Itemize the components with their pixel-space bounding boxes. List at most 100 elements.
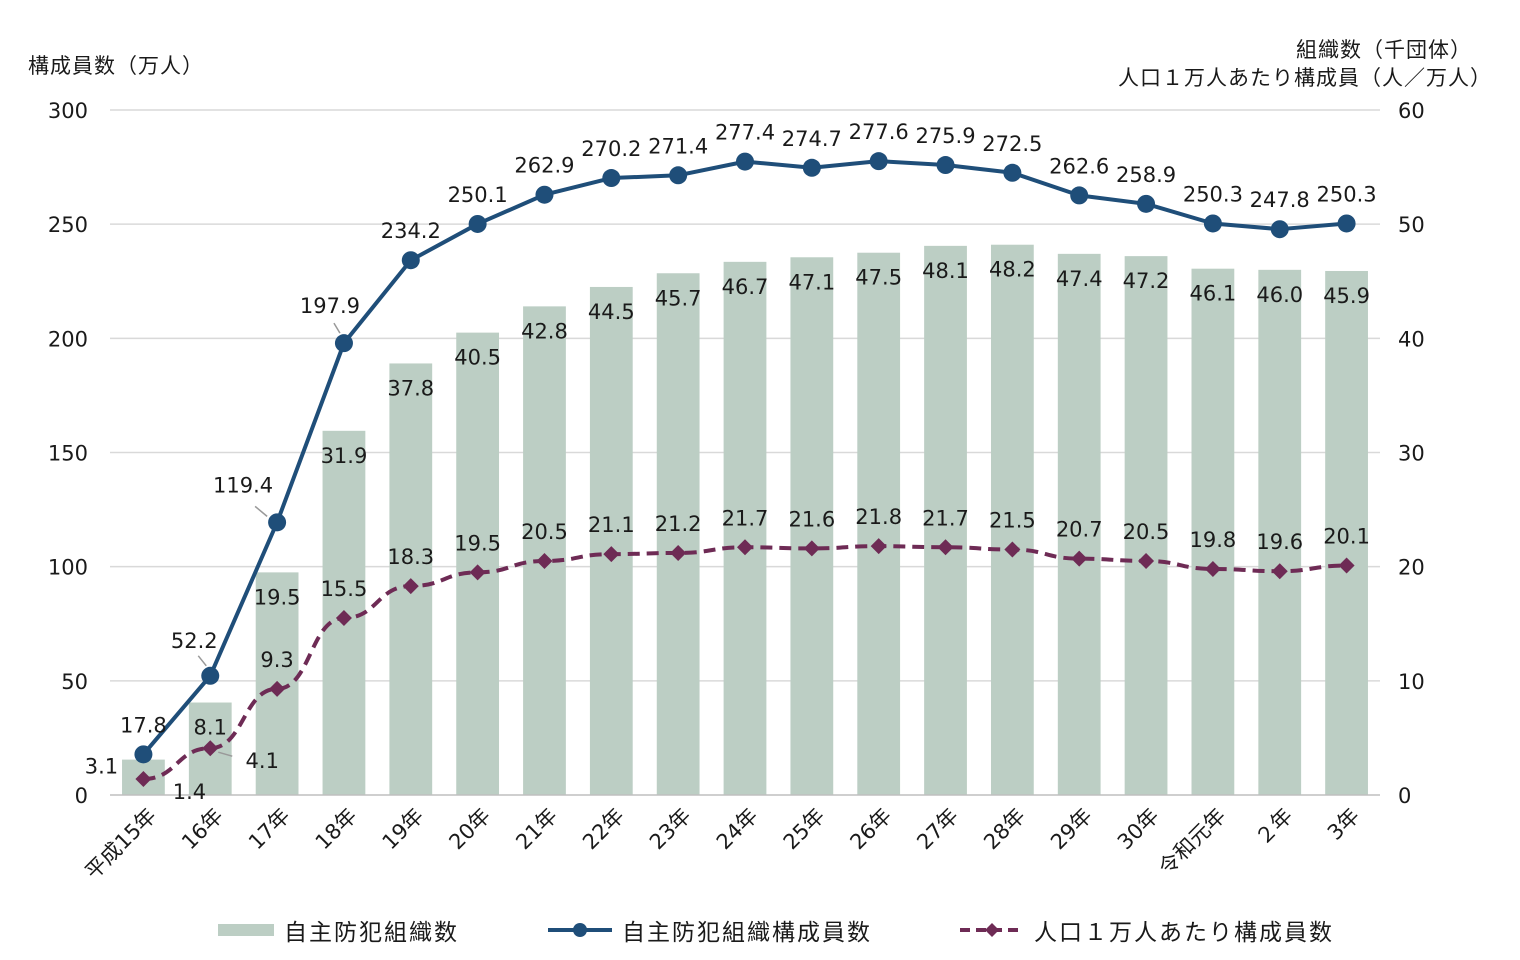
leader-line [333, 322, 341, 334]
members-point [1337, 214, 1356, 233]
left-tick-label: 200 [48, 327, 88, 351]
members-value-label: 250.1 [448, 183, 508, 207]
per-capita-point [1138, 552, 1155, 569]
bar [1124, 256, 1168, 796]
members-point [134, 745, 153, 764]
bar-value-label: 46.1 [1190, 282, 1237, 306]
per-capita-point [269, 680, 286, 697]
per-capita-point [536, 552, 553, 569]
per-capita-value-label: 21.7 [722, 506, 769, 530]
members-value-label: 234.2 [381, 219, 441, 243]
legend-swatch-dashed-line [960, 923, 1024, 937]
bar [1258, 269, 1302, 795]
members-point [334, 334, 353, 353]
x-tick-label: 20年 [444, 804, 495, 855]
bar-value-label: 31.9 [321, 444, 368, 468]
per-capita-value-label: 19.5 [454, 531, 501, 555]
members-value-label: 197.9 [300, 294, 360, 318]
members-value-label: 119.4 [213, 473, 273, 497]
per-capita-value-label: 19.8 [1190, 528, 1237, 552]
left-tick-label: 50 [61, 670, 88, 694]
bar-value-label: 48.2 [989, 258, 1036, 282]
x-tick-label: 18年 [311, 804, 362, 855]
bar-series-organizations [122, 244, 1368, 796]
members-value-label: 52.2 [171, 629, 218, 653]
per-capita-point [1338, 557, 1355, 574]
per-capita-point [670, 544, 687, 561]
members-value-label: 272.5 [982, 132, 1042, 156]
right-tick-label: 60 [1398, 99, 1425, 123]
bar [990, 244, 1034, 795]
per-capita-point [1204, 560, 1221, 577]
members-value-label: 250.3 [1317, 182, 1377, 206]
right-tick-label: 10 [1398, 670, 1425, 694]
per-capita-point [737, 539, 753, 556]
members-value-label: 262.9 [514, 154, 574, 178]
x-tick-label: 30年 [1113, 804, 1164, 855]
per-capita-value-label: 9.3 [260, 648, 293, 672]
members-point [268, 513, 287, 532]
right-tick-label: 20 [1398, 556, 1425, 580]
bar-value-label: 47.5 [855, 266, 902, 290]
members-point [1003, 163, 1022, 182]
bar [790, 257, 834, 795]
bar-value-label: 3.1 [85, 755, 118, 779]
per-capita-value-label: 20.5 [1123, 520, 1170, 544]
members-point [201, 666, 220, 685]
per-capita-value-label: 21.6 [788, 507, 835, 531]
per-capita-value-label: 18.3 [387, 545, 434, 569]
per-capita-point [1071, 550, 1088, 567]
per-capita-value-label: 20.5 [521, 520, 568, 544]
members-point [669, 166, 688, 185]
legend-label: 自主防犯組織数 [284, 920, 459, 946]
members-point [468, 214, 487, 233]
members-value-label: 271.4 [648, 134, 708, 158]
x-tick-label: 28年 [979, 804, 1030, 855]
bar-value-label: 42.8 [521, 319, 568, 343]
members-point [1270, 220, 1289, 239]
per-capita-point [803, 540, 820, 557]
members-point [869, 152, 888, 171]
bar [857, 252, 901, 796]
right-tick-label: 30 [1398, 442, 1425, 466]
per-capita-value-label: 20.7 [1056, 518, 1103, 542]
bar-value-label: 47.2 [1123, 269, 1170, 293]
x-tick-label: ２年 [1251, 804, 1298, 851]
x-tick-label: 19年 [378, 804, 429, 855]
bar [1057, 253, 1101, 796]
x-tick-label: 16年 [177, 804, 228, 855]
bar-value-label: 40.5 [454, 346, 501, 370]
x-tick-label: 21年 [511, 804, 562, 855]
left-axis-title: 構成員数（万人） [28, 54, 204, 78]
members-point [736, 152, 754, 171]
per-capita-point [202, 740, 219, 757]
per-capita-value-label: 21.8 [855, 505, 902, 529]
bar-value-label: 46.0 [1256, 283, 1303, 307]
bar [723, 261, 767, 795]
members-value-label: 17.8 [120, 713, 167, 737]
bar-value-label: 47.4 [1056, 267, 1103, 291]
leader-line [254, 505, 268, 517]
bar [456, 332, 500, 795]
members-point [1070, 186, 1089, 205]
members-value-label: 275.9 [915, 124, 975, 148]
right-tick-label: 0 [1398, 784, 1411, 808]
left-tick-label: 100 [48, 556, 88, 580]
per-capita-point [1271, 563, 1288, 580]
per-capita-point [402, 578, 419, 595]
per-capita-value-label: 21.7 [922, 506, 969, 530]
per-capita-value-label: 4.1 [246, 749, 279, 773]
line-series-members [134, 152, 1356, 764]
leader-line [218, 751, 233, 757]
bar [589, 286, 633, 795]
per-capita-point [1004, 541, 1021, 558]
legend-label: 自主防犯組織構成員数 [622, 920, 872, 946]
legend-item-per-capita: 人口１万人あたり構成員数 [960, 910, 1334, 950]
members-value-label: 277.6 [849, 120, 909, 144]
members-point [802, 158, 821, 177]
x-tick-label: 平成15年 [81, 804, 161, 884]
members-value-label: 250.3 [1183, 182, 1243, 206]
bar-value-label: 8.1 [194, 716, 227, 740]
legend-swatch-line [548, 923, 612, 937]
